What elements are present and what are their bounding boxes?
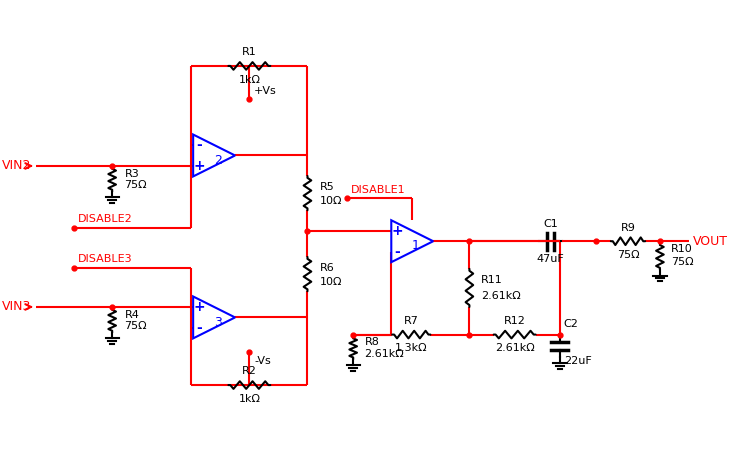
Text: 1.3kΩ: 1.3kΩ (395, 343, 428, 353)
Text: 2: 2 (214, 154, 222, 167)
Text: +: + (391, 224, 403, 238)
Text: 22uF: 22uF (564, 355, 591, 365)
Text: VOUT: VOUT (693, 235, 728, 248)
Text: DISABLE2: DISABLE2 (78, 214, 133, 224)
Text: R1: R1 (242, 47, 257, 57)
Text: -: - (196, 321, 202, 335)
Text: -Vs: -Vs (254, 356, 271, 367)
Text: +: + (193, 159, 205, 173)
Text: R11: R11 (481, 275, 502, 285)
Text: +: + (193, 300, 205, 314)
Text: R8: R8 (364, 337, 380, 347)
Text: DISABLE3: DISABLE3 (78, 254, 133, 264)
Text: 47uF: 47uF (537, 253, 564, 263)
Text: VIN2: VIN2 (2, 160, 31, 172)
Text: R12: R12 (504, 316, 526, 326)
Text: +Vs: +Vs (254, 87, 277, 97)
Text: 3: 3 (214, 316, 222, 329)
Text: C1: C1 (543, 219, 558, 229)
Text: 75Ω: 75Ω (125, 321, 147, 331)
Text: VIN3: VIN3 (2, 300, 31, 313)
Text: R5: R5 (320, 182, 335, 193)
Text: 1: 1 (412, 239, 420, 253)
Text: 75Ω: 75Ω (125, 180, 147, 190)
Text: 2.61kΩ: 2.61kΩ (481, 290, 521, 300)
Text: 10Ω: 10Ω (320, 196, 343, 206)
Text: DISABLE1: DISABLE1 (351, 184, 406, 194)
Text: R2: R2 (242, 367, 257, 377)
Text: 75Ω: 75Ω (671, 257, 694, 267)
Text: R3: R3 (125, 169, 139, 179)
Text: R4: R4 (125, 309, 139, 320)
Text: -: - (394, 245, 400, 259)
Text: R6: R6 (320, 263, 335, 273)
Text: R9: R9 (620, 223, 636, 233)
Text: 1kΩ: 1kΩ (238, 74, 260, 84)
Text: C2: C2 (564, 319, 579, 329)
Text: 1kΩ: 1kΩ (238, 394, 260, 404)
Text: 75Ω: 75Ω (617, 250, 639, 260)
Text: 2.61kΩ: 2.61kΩ (495, 343, 534, 353)
Text: 2.61kΩ: 2.61kΩ (364, 349, 405, 359)
Text: 10Ω: 10Ω (320, 277, 343, 287)
Text: R7: R7 (404, 316, 418, 326)
Text: R10: R10 (671, 244, 693, 254)
Text: -: - (196, 138, 202, 152)
